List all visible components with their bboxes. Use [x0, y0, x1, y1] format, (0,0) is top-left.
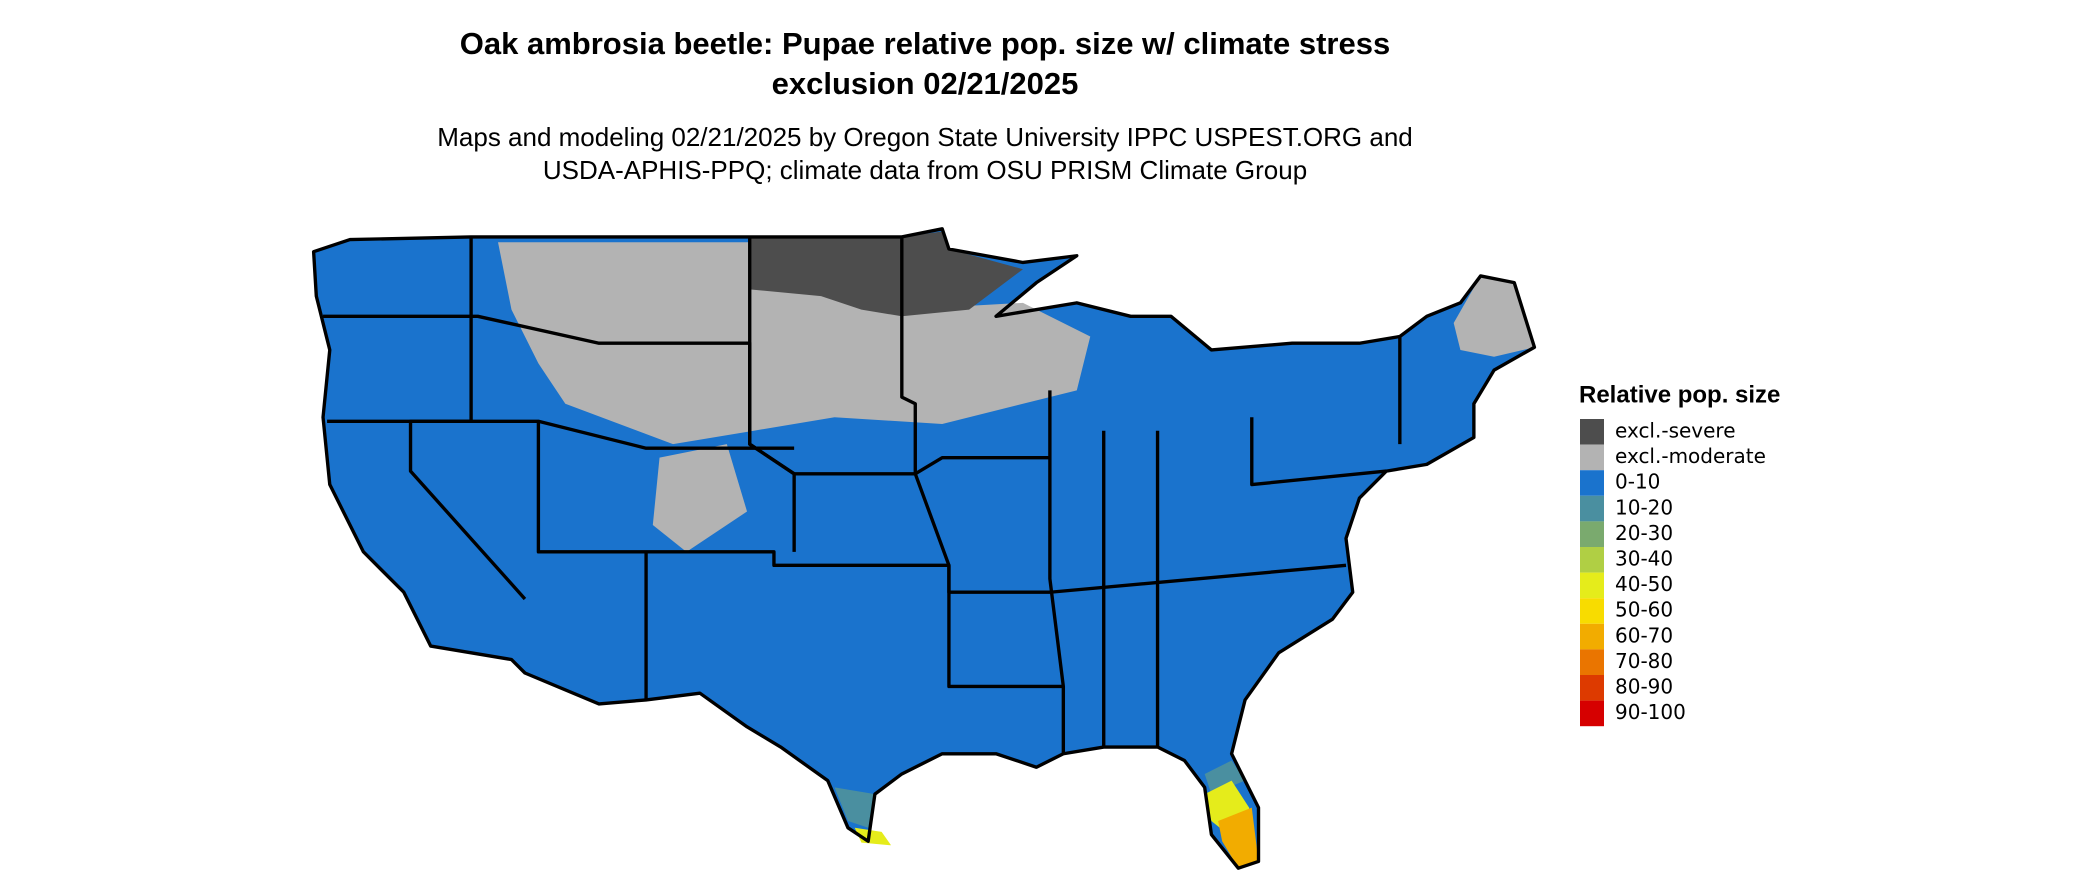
region: [854, 827, 892, 846]
legend-swatch: [1580, 572, 1604, 599]
legend-swatch: [1580, 521, 1604, 547]
legend-label: 40-50: [1615, 572, 1673, 596]
region: [1218, 807, 1259, 869]
legend-label: 10-20: [1615, 495, 1673, 519]
title: Oak ambrosia beetle: Pupae relative pop.…: [460, 26, 1390, 61]
legend-swatch: [1580, 675, 1604, 701]
legend-swatch: [1580, 419, 1604, 445]
legend-label: 60-70: [1615, 623, 1673, 647]
legend-label: 90-100: [1615, 700, 1686, 724]
legend-swatch: [1580, 495, 1604, 522]
legend-label: 20-30: [1615, 521, 1673, 545]
title: exclusion 02/21/2025: [772, 66, 1079, 101]
legend-label: 70-80: [1615, 649, 1673, 673]
region: [652, 444, 748, 552]
legend-label: 0-10: [1615, 470, 1660, 494]
legend-swatch: [1580, 649, 1604, 675]
region: [749, 231, 1023, 317]
region: [834, 787, 875, 828]
legend-swatch: [1580, 444, 1604, 471]
legend-label: excl.-moderate: [1615, 444, 1766, 468]
legend-swatch: [1580, 623, 1604, 650]
region: [498, 242, 1091, 445]
subtitle: Maps and modeling 02/21/2025 by Oregon S…: [437, 122, 1413, 152]
legend-swatch: [1580, 598, 1604, 624]
legend-label: 80-90: [1615, 675, 1673, 699]
legend-swatch: [1580, 700, 1604, 727]
state-borders: [311, 227, 1537, 870]
legend-title: Relative pop. size: [1579, 381, 1780, 408]
subtitle: USDA-APHIS-PPQ; climate data from OSU PR…: [543, 155, 1307, 185]
legend-label: 50-60: [1615, 598, 1673, 622]
legend: excl.-severeexcl.-moderate0-1010-2020-30…: [1580, 419, 1766, 727]
legend-label: excl.-severe: [1615, 419, 1736, 443]
region: [1453, 275, 1535, 357]
us-map: [311, 227, 1537, 870]
legend-swatch: [1580, 547, 1604, 573]
legend-swatch: [1580, 470, 1604, 496]
legend-label: 30-40: [1615, 547, 1673, 571]
